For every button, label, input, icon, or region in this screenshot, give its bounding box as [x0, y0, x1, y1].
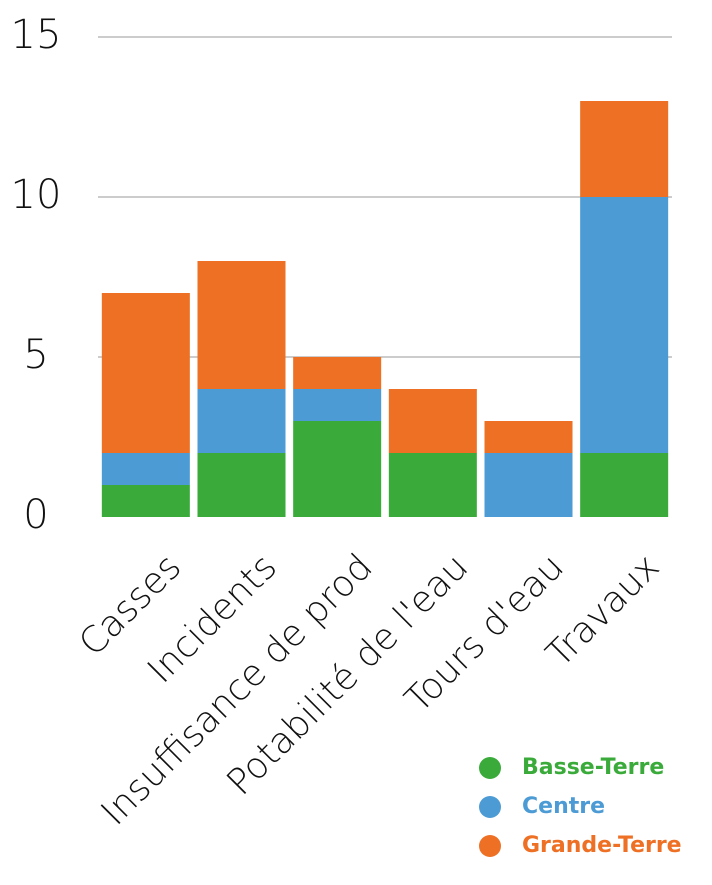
bar-segment: [484, 453, 573, 517]
legend-label: Centre: [522, 794, 605, 819]
bar-segment: [197, 261, 286, 389]
bar-segment: [484, 421, 573, 453]
bar-segment: [293, 421, 382, 517]
bar-segment: [580, 101, 669, 197]
legend-marker: [479, 757, 501, 779]
bar-segment: [388, 453, 477, 517]
bar-segment: [197, 453, 286, 517]
bar-segment: [580, 197, 669, 453]
y-tick-label: 0: [23, 492, 48, 538]
legend-marker: [479, 796, 501, 818]
y-tick-label: 15: [11, 12, 62, 58]
bar-segment: [580, 453, 669, 517]
bar-segment: [293, 357, 382, 389]
legend-label: Grande-Terre: [522, 833, 682, 858]
legend-marker: [479, 835, 501, 857]
bar-segment: [293, 389, 382, 421]
bar-segment: [101, 293, 190, 453]
legend-label: Basse-Terre: [522, 755, 664, 780]
bar-segment: [197, 389, 286, 453]
y-tick-label: 5: [23, 332, 48, 378]
bar-segment: [101, 453, 190, 485]
y-tick-label: 10: [11, 172, 62, 218]
bar-segment: [388, 389, 477, 453]
bar-segment: [101, 485, 190, 517]
